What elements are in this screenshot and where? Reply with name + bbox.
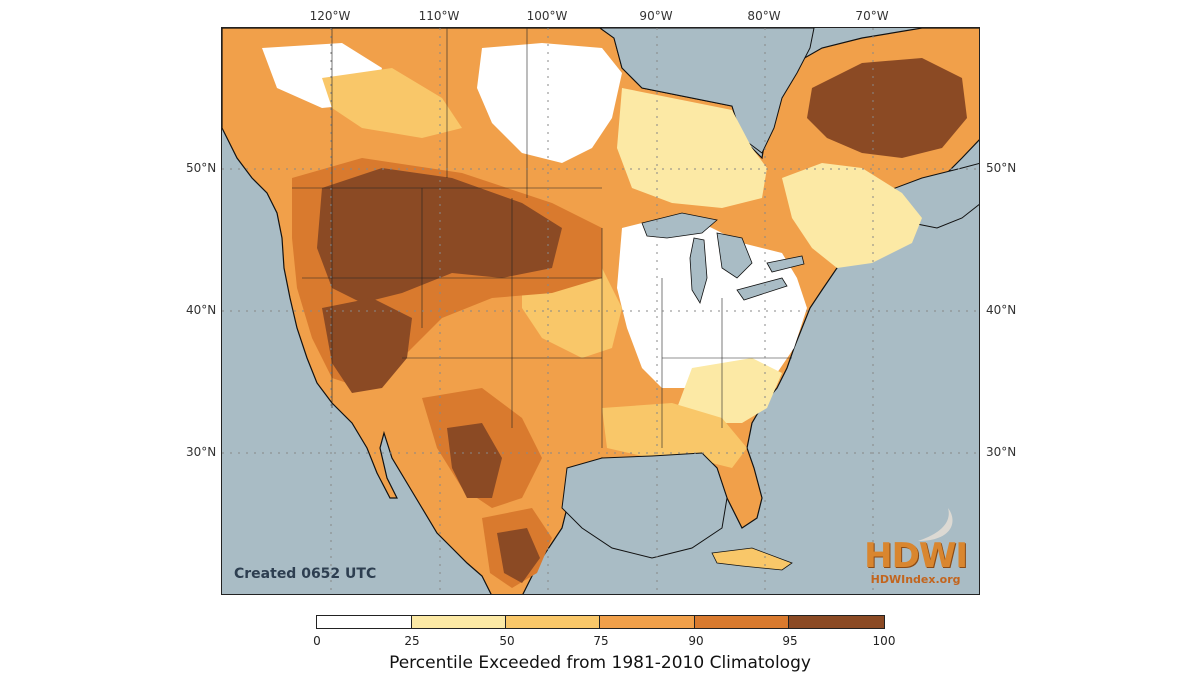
colorbar-tick-90: 90 (688, 634, 704, 648)
colorbar-segment-90-95 (694, 616, 789, 628)
logo-url: HDWIndex.org (870, 573, 961, 586)
hudson-bay (599, 28, 815, 154)
region-95-100-newmexico (447, 423, 502, 498)
hdwi-logo: HDWI HDWIndex.org (864, 536, 968, 586)
map-frame: Created 0652 UTC HDWI HDWIndex.org (221, 27, 980, 595)
state-boundaries (292, 28, 792, 448)
lon-label-120w: 120°W (309, 9, 351, 23)
percentile-map (222, 28, 979, 594)
lat-label-30n-right: 30°N (986, 445, 1017, 459)
region-50-75-north (322, 68, 462, 138)
colorbar-tick-75: 75 (593, 634, 609, 648)
region-low-canada (477, 43, 622, 163)
lake-ontario (766, 255, 805, 273)
region-50-75-south (602, 403, 747, 468)
colorbar-title: Percentile Exceeded from 1981-2010 Clima… (389, 653, 811, 673)
lat-label-40n-left: 40°N (186, 303, 217, 317)
lake-erie (736, 277, 788, 301)
region-95-100-northrockies (317, 168, 562, 303)
logo-swoosh-icon (918, 508, 953, 541)
colorbar-segment-25-50 (412, 616, 507, 628)
lon-label-110w: 110°W (418, 9, 460, 23)
created-timestamp: Created 0652 UTC (234, 566, 377, 582)
colorbar-tick-50: 50 (499, 634, 515, 648)
lat-label-50n-left: 50°N (186, 161, 217, 175)
colorbar-tick-0: 0 (313, 634, 321, 648)
region-95-100-central-mexico (497, 528, 540, 583)
colorbar-tick-95: 95 (782, 634, 798, 648)
lon-label-100w: 100°W (526, 9, 568, 23)
lon-label-70w: 70°W (855, 9, 889, 23)
colorbar-segment-95-100 (788, 616, 884, 628)
region-25-50-east (677, 358, 782, 423)
lake-michigan (689, 237, 708, 304)
gulf-of-mexico (561, 452, 728, 559)
region-25-50-north (617, 88, 767, 208)
lon-label-80w: 80°W (747, 9, 781, 23)
colorbar-segment-0-25 (317, 616, 413, 628)
cuba (711, 547, 793, 571)
lake-huron (716, 232, 753, 279)
colorbar-tick-25: 25 (404, 634, 420, 648)
lat-label-50n-right: 50°N (986, 161, 1017, 175)
lat-label-30n-left: 30°N (186, 445, 217, 459)
graticule (222, 28, 979, 594)
region-low-east (617, 218, 807, 388)
region-95-100-quebec (807, 58, 967, 158)
logo-text: HDWI (864, 536, 968, 576)
region-95-100-greatbasin (322, 298, 412, 393)
lon-label-90w: 90°W (639, 9, 673, 23)
lake-superior (641, 212, 718, 239)
lat-label-40n-right: 40°N (986, 303, 1017, 317)
region-25-50-northeast (782, 163, 922, 268)
colorbar-tick-100: 100 (872, 634, 896, 648)
colorbar-segment-75-90 (600, 616, 695, 628)
colorbar-segment-50-75 (506, 616, 601, 628)
colorbar (316, 615, 885, 629)
